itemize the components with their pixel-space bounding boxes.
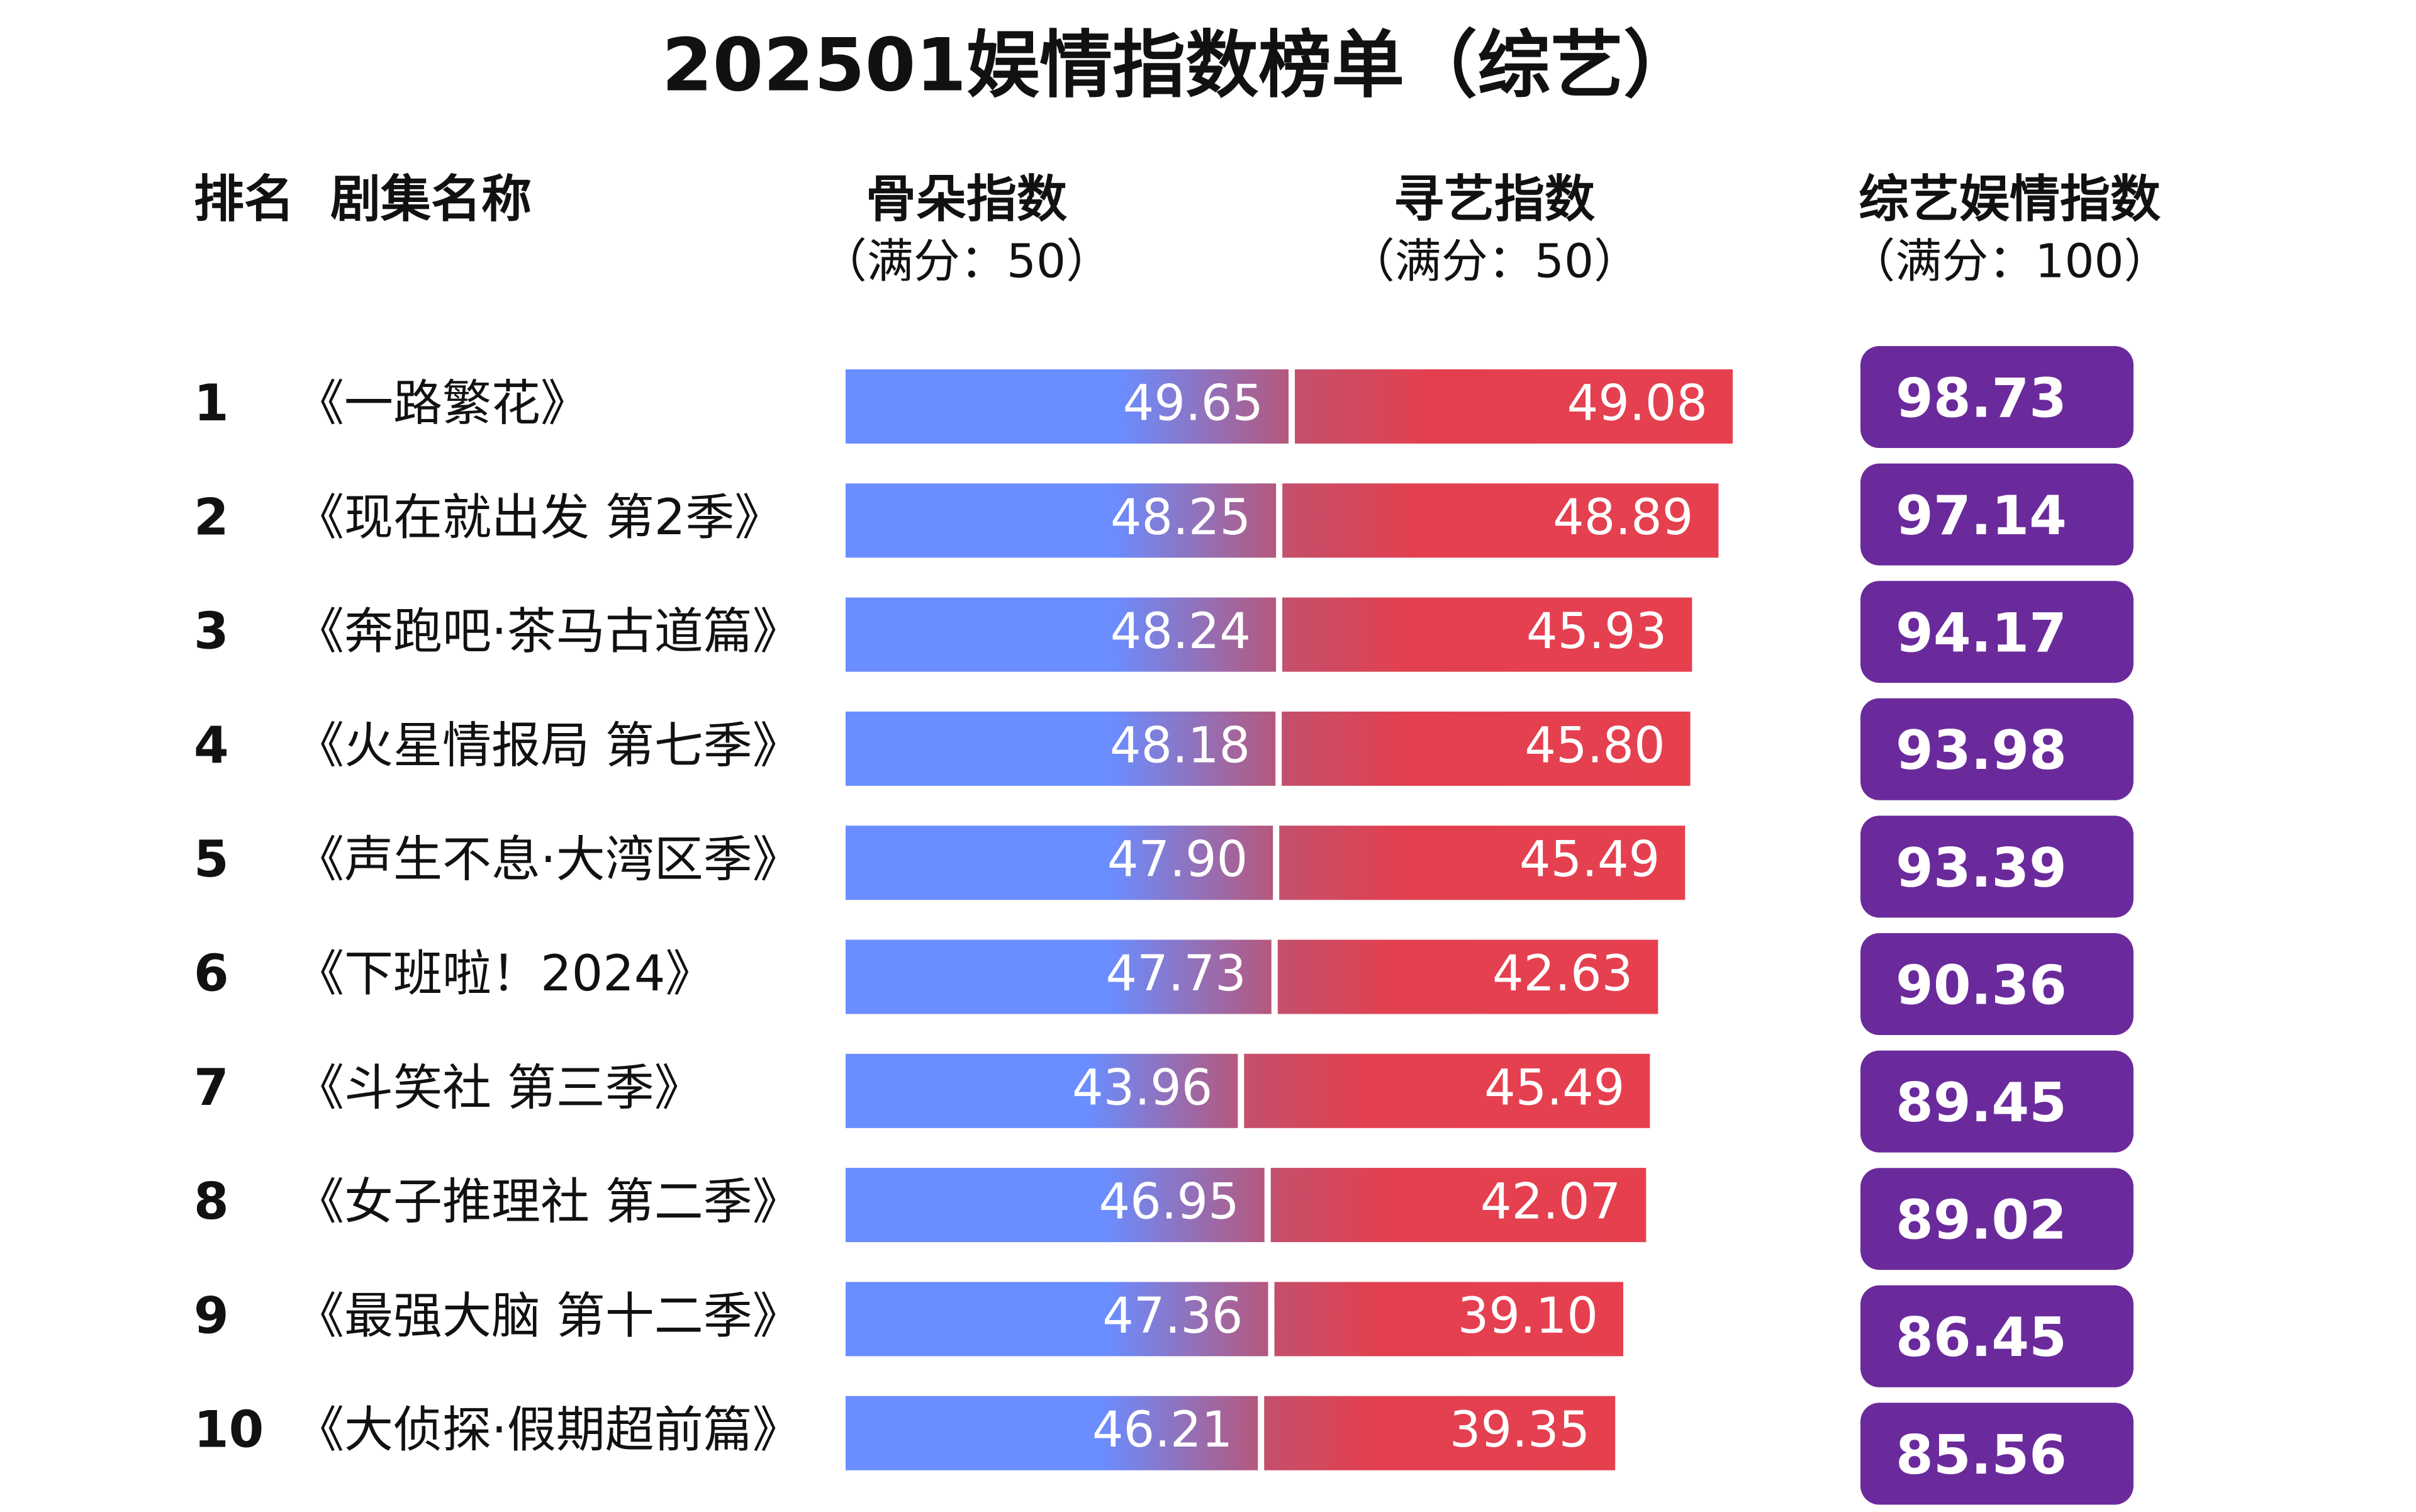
total-box	[1860, 1050, 2134, 1153]
value-label: 45.93	[1526, 603, 1667, 660]
total-label: 93.98	[1896, 719, 2067, 782]
category-label: 《最强大脑 第十二季》	[295, 1288, 802, 1345]
bar-segment	[846, 939, 1272, 1014]
bar-segment	[846, 369, 1289, 444]
bar-segment	[846, 1396, 1258, 1470]
rank-label: 7	[194, 1058, 229, 1117]
series-note: （满分：50）	[1348, 235, 1640, 289]
rank-label: 2	[194, 488, 229, 546]
total-box	[1860, 581, 2134, 683]
series-note: （满分：50）	[820, 235, 1112, 289]
value-label: 43.96	[1072, 1060, 1212, 1116]
total-box	[1860, 815, 2134, 918]
total-label: 93.39	[1896, 837, 2067, 900]
total-box	[1860, 1168, 2134, 1270]
value-label: 47.90	[1107, 832, 1248, 888]
total-label: 86.45	[1896, 1306, 2067, 1369]
series-header: 寻艺指数	[1394, 170, 1595, 228]
value-label: 49.65	[1123, 375, 1263, 432]
bar-segment	[846, 1053, 1238, 1128]
total-label: 97.14	[1896, 484, 2067, 547]
rank-label: 6	[194, 944, 229, 1002]
series-header: 骨朵指数	[866, 170, 1067, 228]
value-label: 49.08	[1567, 375, 1708, 432]
rank-label: 8	[194, 1172, 229, 1231]
rank-label: 10	[194, 1401, 264, 1459]
value-label: 39.10	[1458, 1288, 1598, 1345]
total-label: 90.36	[1896, 954, 2067, 1017]
value-label: 45.49	[1519, 832, 1660, 888]
bar-segment	[1282, 711, 1691, 786]
bar-segment	[1274, 1282, 1624, 1357]
total-box	[1860, 1285, 2134, 1387]
value-label: 42.07	[1480, 1174, 1621, 1231]
bar-segment	[846, 483, 1277, 558]
category-label: 《下班啦！2024》	[295, 946, 715, 1002]
value-label: 46.21	[1092, 1402, 1233, 1459]
value-label: 47.73	[1105, 946, 1246, 1002]
total-label: 89.02	[1896, 1189, 2067, 1252]
total-header: 综艺娱情指数	[1859, 170, 2161, 228]
rank-label: 3	[194, 602, 229, 661]
rank-header: 排名	[194, 170, 294, 228]
value-label: 45.80	[1524, 717, 1665, 774]
chart-title: 202501娱情指数榜单（综艺）	[662, 23, 1696, 108]
value-label: 42.63	[1492, 946, 1633, 1002]
total-box	[1860, 1403, 2134, 1505]
value-label: 48.89	[1553, 490, 1693, 546]
rank-label: 4	[194, 716, 229, 775]
category-label: 《大侦探·假期超前篇》	[295, 1402, 802, 1459]
category-label: 《奔跑吧·茶马古道篇》	[295, 603, 802, 660]
bar-segment	[846, 597, 1277, 672]
rank-label: 1	[194, 374, 229, 432]
value-label: 46.95	[1099, 1174, 1239, 1231]
total-label: 94.17	[1896, 602, 2067, 665]
value-label: 48.18	[1110, 717, 1250, 774]
rank-label: 5	[194, 830, 229, 888]
bar-segment	[1244, 1053, 1650, 1128]
bar-segment	[1282, 597, 1692, 672]
total-box	[1860, 698, 2134, 800]
value-label: 39.35	[1450, 1402, 1590, 1459]
value-label: 48.24	[1110, 603, 1251, 660]
bar-segment	[846, 1282, 1268, 1357]
total-box	[1860, 933, 2134, 1035]
category-label: 《女子推理社 第二季》	[295, 1174, 802, 1231]
category-label: 《火星情报局 第七季》	[295, 717, 802, 774]
category-label: 《斗笑社 第三季》	[295, 1060, 703, 1116]
name-header: 剧集名称	[330, 170, 532, 228]
category-label: 《一路繁花》	[295, 375, 590, 432]
rank-label: 9	[194, 1286, 229, 1345]
total-box	[1860, 463, 2134, 566]
category-label: 《声生不息·大湾区季》	[295, 832, 802, 888]
value-label: 48.25	[1110, 490, 1251, 546]
total-label: 98.73	[1896, 367, 2067, 430]
bar-segment	[846, 1168, 1265, 1243]
bar-segment	[1264, 1396, 1616, 1470]
value-label: 45.49	[1484, 1060, 1625, 1116]
total-label: 89.45	[1896, 1072, 2067, 1134]
value-label: 47.36	[1102, 1288, 1243, 1345]
bar-segment	[1295, 369, 1733, 444]
total-note: （满分：100）	[1848, 235, 2170, 289]
bar-segment	[1270, 1168, 1647, 1243]
bar-segment	[846, 711, 1276, 786]
bar-segment	[846, 826, 1273, 900]
total-label: 85.56	[1896, 1424, 2067, 1487]
bar-segment	[1277, 939, 1658, 1014]
category-label: 《现在就出发 第2季》	[295, 490, 783, 546]
bar-segment	[1282, 483, 1719, 558]
total-box	[1860, 346, 2134, 448]
bar-segment	[1279, 826, 1686, 900]
